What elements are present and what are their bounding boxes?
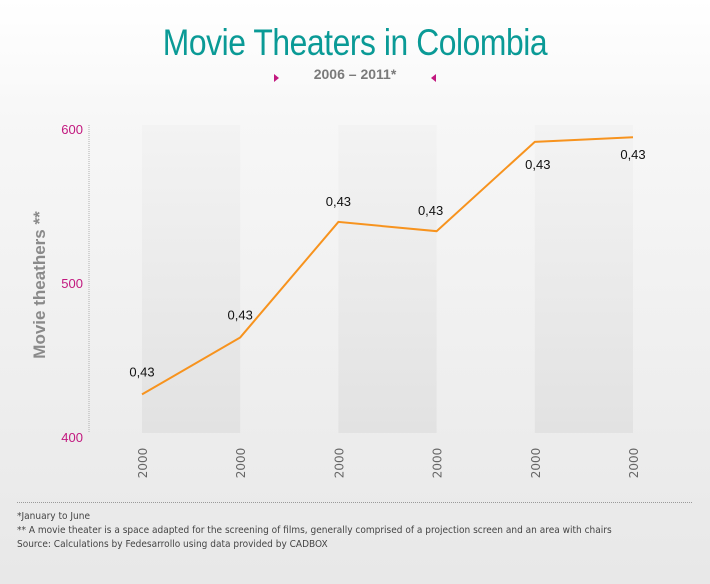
triangle-right-icon — [274, 74, 279, 82]
x-tick-label: 2000 — [234, 448, 248, 479]
series-line — [141, 136, 634, 396]
x-tick-label: 2000 — [431, 448, 445, 479]
footnotes: *January to June ** A movie theater is a… — [17, 510, 612, 552]
x-tick-label: 2000 — [136, 448, 150, 479]
divider — [17, 502, 692, 503]
y-axis-label: Movie theathers ** — [30, 211, 49, 359]
x-tick-label: 2000 — [627, 448, 641, 479]
data-label: 0,43 — [228, 307, 253, 322]
background-band — [142, 125, 241, 433]
footnote-source: Source: Calculations by Fedesarrollo usi… — [17, 539, 328, 550]
y-tick-label: 500 — [61, 276, 83, 291]
background-band — [338, 125, 437, 433]
data-label: 0,43 — [418, 203, 443, 218]
background-band — [534, 125, 633, 433]
y-tick-labels: 400 500 600 — [61, 122, 83, 445]
chart-title: Movie Theaters in Colombia — [162, 22, 548, 63]
data-label: 0,43 — [525, 157, 550, 172]
x-tick-label: 2000 — [529, 448, 543, 479]
y-tick-label: 400 — [61, 430, 83, 445]
footnote-definition: ** A movie theater is a space adapted fo… — [17, 525, 612, 536]
footnote-dates: *January to June — [17, 511, 90, 522]
data-label: 0,43 — [129, 364, 154, 379]
data-label: 0,43 — [620, 147, 645, 162]
data-labels: 0,43 0,43 0,43 0,43 0,43 0,43 — [129, 147, 645, 379]
x-tick-labels: 2000 2000 2000 2000 2000 2000 — [136, 448, 641, 479]
y-tick-label: 600 — [61, 122, 83, 137]
background-bands — [142, 125, 633, 433]
x-tick-label: 2000 — [332, 448, 346, 479]
chart-subtitle: 2006 – 2011* — [313, 66, 397, 82]
data-label: 0,43 — [326, 194, 351, 209]
triangle-left-icon — [431, 74, 436, 82]
